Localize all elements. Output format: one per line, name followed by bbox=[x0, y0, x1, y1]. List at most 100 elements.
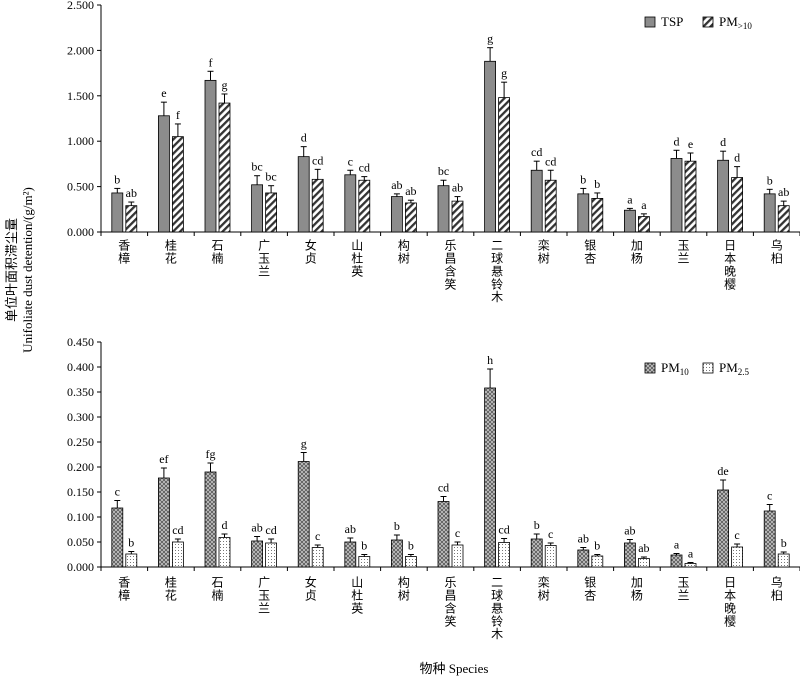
bar bbox=[451, 200, 464, 233]
category-label: 香樟 bbox=[118, 575, 130, 602]
bar bbox=[297, 461, 310, 568]
bar bbox=[204, 79, 217, 233]
significance-letter: b bbox=[408, 539, 414, 553]
significance-letter: e bbox=[161, 86, 166, 100]
significance-letter: b bbox=[580, 172, 586, 186]
significance-letter: b bbox=[594, 177, 600, 191]
bar bbox=[684, 563, 697, 568]
significance-letter: a bbox=[641, 198, 647, 212]
significance-letter: b bbox=[534, 518, 540, 532]
y-tick-label: 0.350 bbox=[67, 385, 94, 399]
significance-letter: ab bbox=[126, 186, 137, 200]
category-label: 日本晚樱 bbox=[724, 575, 736, 628]
bar bbox=[251, 540, 264, 568]
category-label: 广玉兰 bbox=[258, 238, 270, 278]
y-tick-label: 0.050 bbox=[67, 535, 94, 549]
bar bbox=[404, 202, 417, 233]
bar bbox=[358, 556, 371, 568]
significance-letter: ab bbox=[391, 178, 402, 192]
legend-swatch bbox=[702, 16, 714, 28]
significance-letter: ab bbox=[452, 181, 463, 195]
significance-letter: g bbox=[487, 32, 493, 46]
bar bbox=[311, 178, 324, 233]
x-axis-title: 物种 Species bbox=[420, 661, 489, 676]
y-tick-label: 1.500 bbox=[67, 89, 94, 103]
bar bbox=[311, 547, 324, 568]
significance-letter: fg bbox=[206, 447, 216, 461]
bar bbox=[451, 544, 464, 568]
bar bbox=[157, 115, 170, 233]
bar bbox=[484, 60, 497, 233]
bar bbox=[404, 556, 417, 568]
significance-letter: g bbox=[222, 78, 228, 92]
category-label: 石楠 bbox=[211, 575, 223, 602]
bar bbox=[358, 179, 371, 233]
significance-letter: c bbox=[348, 154, 353, 168]
significance-letter: ab bbox=[578, 532, 589, 546]
significance-letter: ab bbox=[624, 524, 635, 538]
significance-letter: ab bbox=[405, 184, 416, 198]
y-tick-label: 0.450 bbox=[67, 335, 94, 349]
bar bbox=[731, 546, 743, 568]
bar bbox=[344, 541, 357, 568]
bar bbox=[777, 553, 790, 568]
bar bbox=[218, 102, 231, 233]
category-label: 二球悬铃木 bbox=[491, 238, 503, 304]
y-tick-label: 0.250 bbox=[67, 435, 94, 449]
category-label: 构树 bbox=[398, 574, 410, 602]
bar bbox=[111, 507, 124, 568]
category-label: 乐昌含笑 bbox=[444, 575, 456, 628]
y-tick-label: 0.100 bbox=[67, 510, 94, 524]
bar bbox=[111, 192, 124, 233]
significance-letter: b bbox=[361, 539, 367, 553]
significance-letter: c bbox=[734, 528, 739, 542]
bar bbox=[544, 545, 557, 568]
significance-letter: c bbox=[115, 485, 120, 499]
significance-letter: h bbox=[487, 353, 493, 367]
y-axis-title-cn: 单位叶面积滞尘量 bbox=[4, 218, 19, 322]
significance-letter: d bbox=[301, 131, 307, 145]
significance-letter: d bbox=[222, 518, 228, 532]
bar bbox=[498, 542, 511, 568]
bar bbox=[344, 174, 357, 233]
tsp-pm10-panel: 0.000 0.500 1.000 1.500 2.000 2.500 香樟 桂花 石楠 广玉兰 女… bbox=[67, 0, 800, 304]
significance-letter: cd bbox=[498, 523, 509, 537]
y-tick-label: 0.000 bbox=[67, 225, 94, 239]
bar bbox=[530, 538, 543, 568]
legend-label: PM2.5 bbox=[719, 360, 750, 377]
category-label: 玉兰 bbox=[677, 238, 689, 265]
significance-letter: b bbox=[767, 173, 773, 187]
category-label: 加杨 bbox=[631, 238, 643, 265]
y-tick-label: 2.500 bbox=[67, 0, 94, 12]
bar bbox=[437, 185, 450, 233]
bar bbox=[591, 198, 604, 233]
bar bbox=[638, 558, 650, 568]
category-label: 石楠 bbox=[211, 238, 223, 265]
category-label: 银杏 bbox=[584, 238, 596, 265]
bar bbox=[390, 196, 403, 233]
significance-letter: ab bbox=[778, 185, 789, 199]
significance-letter: cd bbox=[172, 523, 183, 537]
significance-letter: a bbox=[674, 538, 680, 552]
bar bbox=[763, 510, 776, 568]
y-tick-label: 0.000 bbox=[67, 560, 94, 574]
bar bbox=[498, 97, 511, 233]
bar bbox=[763, 193, 776, 233]
significance-letter: a bbox=[688, 547, 694, 561]
legend-swatch bbox=[644, 362, 656, 374]
bar bbox=[265, 192, 278, 233]
category-label: 栾树 bbox=[538, 237, 550, 265]
bar bbox=[591, 555, 604, 568]
bar bbox=[125, 553, 138, 568]
bar bbox=[437, 501, 450, 568]
category-label: 加杨 bbox=[631, 575, 643, 602]
y-tick-label: 0.300 bbox=[67, 410, 94, 424]
bar bbox=[684, 160, 697, 233]
bar bbox=[577, 193, 590, 233]
significance-letter: bc bbox=[251, 160, 262, 174]
legend-label: PM>10 bbox=[719, 14, 752, 31]
category-label: 乌桕 bbox=[771, 237, 783, 265]
significance-letter: de bbox=[717, 464, 728, 478]
bar bbox=[484, 387, 497, 568]
